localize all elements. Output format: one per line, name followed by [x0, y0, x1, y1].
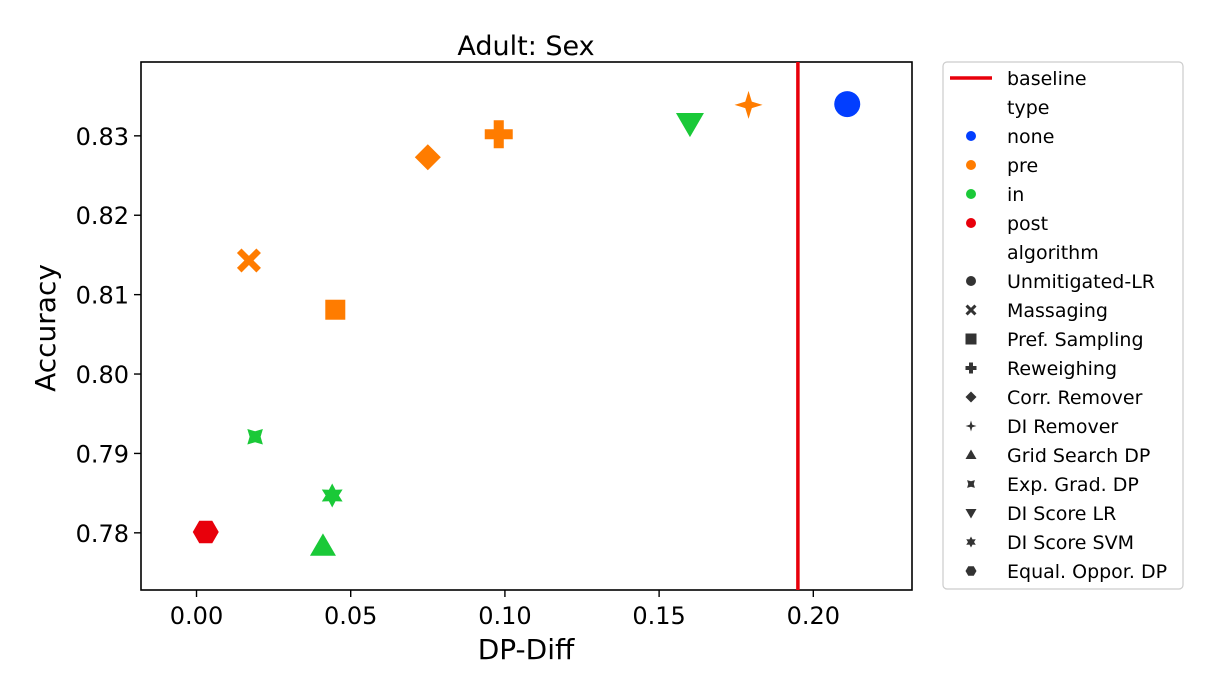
y-tick-label: 0.82 [76, 202, 129, 230]
y-tick-label: 0.79 [76, 440, 129, 468]
data-point [734, 90, 763, 119]
legend-marker-swatch [965, 449, 977, 459]
data-point [321, 483, 343, 508]
data-points [192, 90, 861, 556]
plot-area [140, 61, 913, 591]
legend-type-swatch [966, 131, 976, 141]
y-axis-label: Accuracy [29, 264, 62, 392]
legend-frame [942, 61, 1184, 590]
legend-marker-swatch [965, 420, 977, 432]
data-point [236, 248, 261, 273]
x-tick-label: 0.00 [170, 602, 223, 630]
y-tick-label: 0.83 [76, 123, 129, 151]
legend-marker-swatch [965, 362, 977, 374]
x-axis: 0.00 0.05 0.10 0.15 0.20 [170, 590, 840, 630]
data-point [484, 120, 513, 149]
y-axis: 0.78 0.79 0.80 0.81 0.82 0.83 [76, 123, 141, 548]
legend-algorithm-title: algorithm [1007, 242, 1099, 264]
legend-marker-swatch [965, 304, 977, 316]
legend-type-title: type [1007, 97, 1049, 119]
legend: baseline type none pre in post algorithm Unmiti… [942, 61, 1184, 590]
legend-algorithm-label: Corr. Remover [1007, 387, 1143, 409]
chart-title: Adult: Sex [457, 31, 594, 62]
legend-algorithm-label: DI Remover [1007, 416, 1118, 438]
legend-algorithm-label: DI Score SVM [1007, 532, 1134, 554]
x-tick-label: 0.05 [324, 602, 377, 630]
x-tick-label: 0.10 [478, 602, 531, 630]
legend-marker-swatch [967, 480, 975, 488]
legend-algorithm-label: Massaging [1007, 300, 1108, 322]
legend-type-label: post [1007, 213, 1048, 235]
y-tick-label: 0.78 [76, 520, 129, 548]
legend-algorithm-label: Grid Search DP [1007, 445, 1150, 467]
legend-marker-swatch [966, 536, 976, 548]
data-point [675, 113, 704, 138]
legend-algorithm-label: Reweighing [1007, 358, 1117, 380]
data-point [414, 144, 441, 171]
legend-type-swatch [966, 160, 976, 170]
legend-type-label: none [1007, 126, 1054, 148]
legend-baseline-label: baseline [1007, 68, 1087, 90]
x-axis-label: DP-Diff [478, 633, 575, 666]
legend-marker-swatch [965, 333, 977, 345]
legend-algorithm-label: Equal. Oppor. DP [1007, 561, 1167, 583]
legend-algorithm-label: Pref. Sampling [1007, 329, 1144, 351]
data-point [247, 428, 263, 445]
legend-type-label: in [1007, 184, 1024, 206]
y-tick-label: 0.81 [76, 282, 129, 310]
legend-algorithm-label: DI Score LR [1007, 503, 1116, 525]
legend-marker-swatch [965, 566, 977, 576]
data-point [309, 533, 336, 556]
legend-marker-swatch [965, 391, 977, 403]
x-tick-label: 0.15 [632, 602, 685, 630]
legend-marker-swatch [965, 509, 977, 519]
y-tick-label: 0.80 [76, 361, 129, 389]
legend-algorithm-label: Exp. Grad. DP [1007, 474, 1139, 496]
x-tick-label: 0.20 [787, 602, 840, 630]
legend-marker-swatch [966, 276, 976, 286]
data-point [192, 520, 219, 544]
legend-type-swatch [966, 218, 976, 228]
legend-type-label: pre [1007, 155, 1038, 177]
legend-algorithm-label: Unmitigated-LR [1007, 271, 1155, 293]
legend-type-swatch [966, 189, 976, 199]
data-point [325, 299, 346, 320]
data-point [834, 91, 861, 118]
